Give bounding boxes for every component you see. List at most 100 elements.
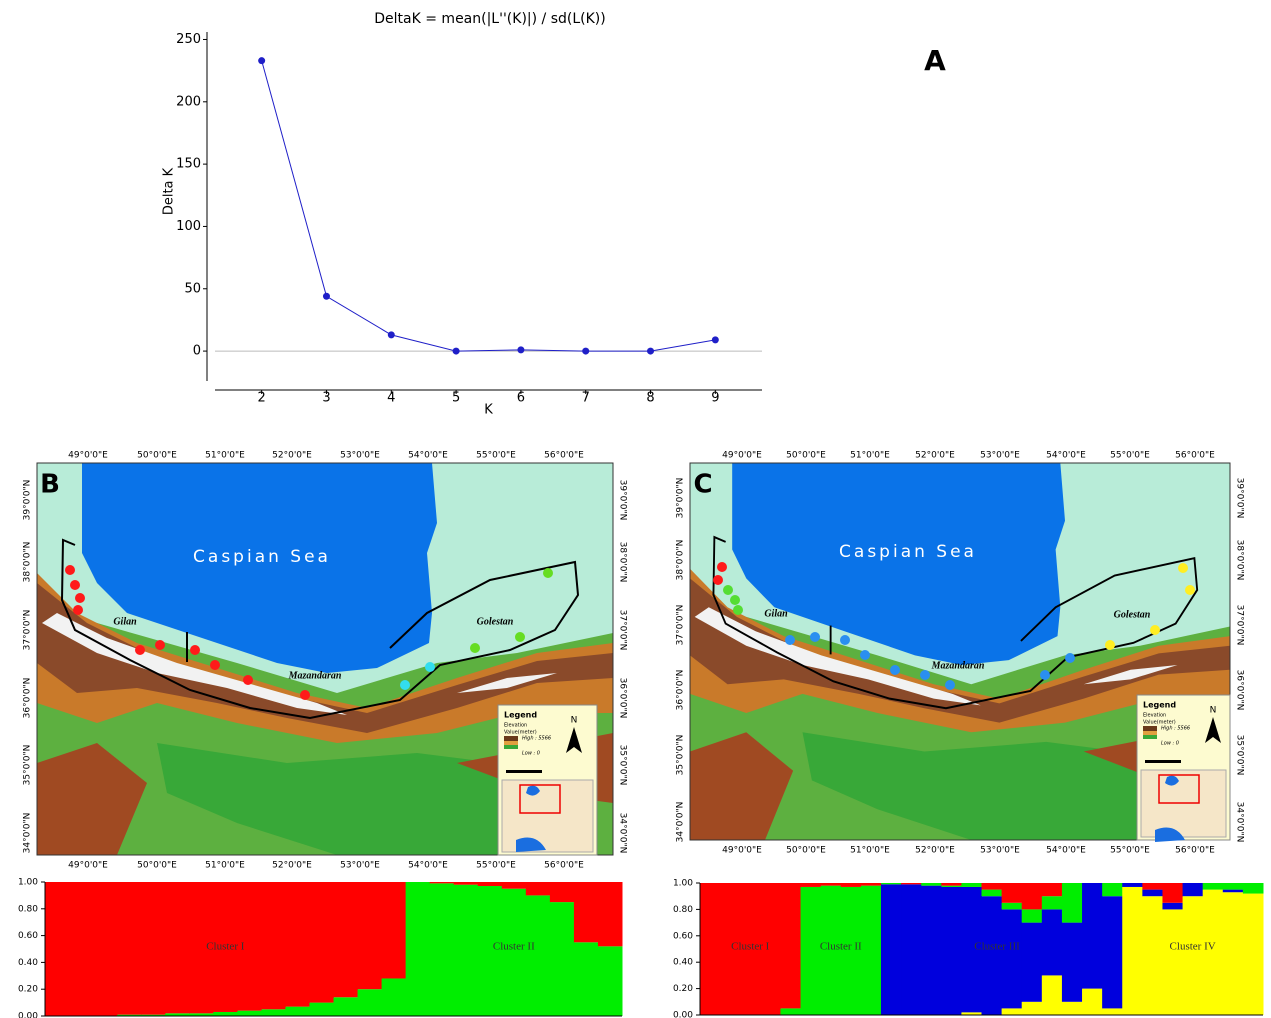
longitude-label: 54°0'0"E xyxy=(1046,451,1086,461)
longitude-label: 55°0'0"E xyxy=(476,861,516,871)
bar-segment xyxy=(525,895,551,1016)
inset-sea xyxy=(516,785,546,852)
sample-site xyxy=(425,662,435,672)
legend-low: Low : 0 xyxy=(522,751,540,757)
longitude-label: 55°0'0"E xyxy=(1110,846,1150,856)
sample-site xyxy=(243,675,253,685)
bar-segment xyxy=(1142,883,1163,890)
sample-site xyxy=(1150,625,1160,635)
longitude-label: 51°0'0"E xyxy=(205,861,245,871)
longitude-label: 51°0'0"E xyxy=(850,846,890,856)
bar-segment xyxy=(1001,883,1023,903)
latitude-label: 34°0'0"N xyxy=(1235,802,1245,843)
bar-segment xyxy=(309,882,334,1003)
latitude-label: 38°0'0"N xyxy=(618,542,628,583)
data-point xyxy=(322,292,330,300)
bar-segment xyxy=(1202,883,1224,890)
bar-segment xyxy=(501,882,527,889)
longitude-label: 56°0'0"E xyxy=(544,861,584,871)
panel-label: A xyxy=(924,44,946,77)
y-tick-label: 0.80 xyxy=(673,905,693,915)
y-tick-label: 1.00 xyxy=(673,879,693,889)
longitude-label: 55°0'0"E xyxy=(1110,451,1150,461)
caspian-sea xyxy=(732,463,1065,665)
bar-segment xyxy=(720,883,741,1015)
chart-title: DeltaK = mean(|L''(K)|) / sd(L(K)) xyxy=(374,11,605,27)
bar-segment xyxy=(860,883,882,886)
bar-segment xyxy=(117,882,142,1015)
bar-segment xyxy=(961,1012,982,1015)
bar-segment xyxy=(597,882,623,947)
snow xyxy=(42,613,557,715)
province-label: Gilan xyxy=(113,616,137,627)
province-label: Gilan xyxy=(764,608,788,619)
bar-segment xyxy=(780,883,802,1009)
latitude-label: 36°0'0"N xyxy=(618,678,628,719)
bar-segment xyxy=(357,989,383,1016)
longitude-label: 52°0'0"E xyxy=(272,861,312,871)
sample-site xyxy=(300,690,310,700)
bar-segment xyxy=(1202,889,1224,1015)
province-label: Golestan xyxy=(477,616,514,627)
bar-segment xyxy=(357,882,383,990)
latitude-label: 39°0'0"N xyxy=(676,478,686,519)
sea-label: Caspian Sea xyxy=(839,542,977,562)
bar-segment xyxy=(1242,893,1264,1015)
province-label: Mazandaran xyxy=(288,670,342,681)
bar-segment xyxy=(1102,883,1123,897)
bar-segment xyxy=(93,882,118,1016)
sample-site xyxy=(190,645,200,655)
y-tick-label: 200 xyxy=(176,94,201,109)
bar-segment xyxy=(69,882,94,1016)
legend-high: High : 5566 xyxy=(522,736,551,742)
sample-site xyxy=(70,580,80,590)
scale-bar xyxy=(506,770,542,773)
y-tick-label: 0.40 xyxy=(673,958,693,968)
bar-segment xyxy=(740,883,761,1015)
bar-segment xyxy=(1001,902,1023,910)
data-point xyxy=(517,346,525,354)
y-tick-label: 0.80 xyxy=(18,904,38,914)
bar-segment xyxy=(820,883,842,886)
sample-site xyxy=(1065,653,1075,663)
data-point xyxy=(647,347,655,355)
longitude-label: 52°0'0"E xyxy=(915,846,955,856)
bar-segment xyxy=(1041,975,1063,1015)
bar-segment xyxy=(285,882,310,1007)
bar-segment xyxy=(477,882,503,887)
legend-high: High : 5566 xyxy=(1161,726,1190,732)
sample-site xyxy=(65,565,75,575)
bar-segment xyxy=(573,942,599,1016)
longitude-label: 53°0'0"E xyxy=(340,861,380,871)
bar-segment xyxy=(1162,883,1184,903)
y-axis-label: Delta K xyxy=(162,167,177,215)
sample-site xyxy=(155,640,165,650)
bar-segment xyxy=(237,1010,262,1016)
sample-site xyxy=(733,605,743,615)
legend-layer: Elevation xyxy=(1143,713,1166,719)
x-tick-label: 9 xyxy=(711,391,719,406)
north-label: N xyxy=(1210,706,1217,716)
bar-segment xyxy=(165,1013,190,1016)
latitude-label: 34°0'0"N xyxy=(676,802,686,843)
y-tick-label: 0.20 xyxy=(18,985,38,995)
x-tick-label: 8 xyxy=(646,391,654,406)
bar-segment xyxy=(525,882,551,896)
data-line xyxy=(261,60,716,352)
latitude-label: 35°0'0"N xyxy=(618,745,628,786)
bar-segment xyxy=(1182,896,1204,1015)
y-tick-label: 150 xyxy=(176,157,201,172)
sample-site xyxy=(890,665,900,675)
bar-segment xyxy=(1242,883,1264,894)
longitude-label: 56°0'0"E xyxy=(544,451,584,461)
bar-segment xyxy=(405,882,431,1016)
bar-segment xyxy=(1142,896,1163,1015)
sample-site xyxy=(1178,563,1188,573)
snow xyxy=(694,607,1178,706)
latitude-label: 35°0'0"N xyxy=(676,735,686,776)
longitude-label: 56°0'0"E xyxy=(1175,846,1215,856)
latitude-label: 34°0'0"N xyxy=(618,813,628,854)
legend-layer: Elevation xyxy=(504,723,527,729)
bar-segment xyxy=(1182,883,1204,897)
y-tick-label: 50 xyxy=(184,281,201,296)
